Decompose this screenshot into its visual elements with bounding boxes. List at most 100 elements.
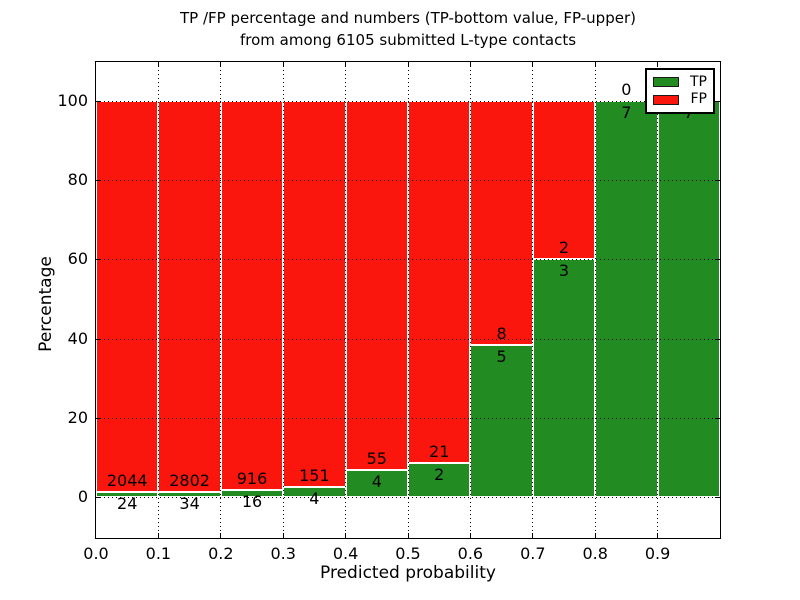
fp-legend-label: FP <box>690 91 708 108</box>
x-tick-mark <box>282 62 284 67</box>
fp-count-label: 2 <box>558 238 570 258</box>
x-tick-mark <box>469 533 471 538</box>
tp-count-label: 7 <box>621 103 632 122</box>
fp-bar-segment <box>158 101 221 493</box>
tp-bar-segment <box>470 344 533 497</box>
grid-line-vertical <box>220 62 222 538</box>
tp-count-label: 5 <box>496 346 507 366</box>
tp-count-label: 4 <box>309 488 320 508</box>
grid-line-vertical <box>469 62 471 538</box>
tp-count-label: 3 <box>558 261 570 281</box>
x-tick-mark <box>594 533 596 538</box>
grid-line-horizontal <box>96 338 720 340</box>
x-tick-mark <box>594 62 596 67</box>
y-tick-mark <box>715 180 720 182</box>
tp-bar-segment <box>657 101 720 497</box>
fp-bar-segment <box>408 101 471 463</box>
x-tick-label: 0.2 <box>208 544 234 563</box>
grid-line-vertical <box>282 62 284 538</box>
y-tick-label: 40 <box>67 328 88 348</box>
y-tick-mark <box>96 338 101 340</box>
y-tick-mark <box>96 101 101 102</box>
x-tick-mark <box>407 62 409 67</box>
tp-legend-swatch <box>653 77 679 88</box>
x-tick-mark <box>407 533 409 538</box>
x-tick-label: 0.4 <box>332 544 359 563</box>
fp-count-label: 2802 <box>169 471 210 491</box>
y-tick-label: 60 <box>67 249 88 269</box>
grid-line-horizontal <box>96 259 720 261</box>
tp-bar-segment <box>220 490 284 497</box>
grid-line-horizontal <box>96 101 720 102</box>
plot-area: 20442428023491616151455421285230707 <box>96 62 720 538</box>
grid-line-vertical <box>407 62 409 538</box>
tp-legend-label: TP <box>690 73 707 90</box>
y-tick-mark <box>715 259 720 261</box>
legend-item-tp: TP <box>653 73 707 90</box>
fp-legend-swatch <box>653 94 679 105</box>
x-tick-mark <box>157 533 159 538</box>
grid-line-vertical <box>532 62 534 538</box>
tp-bar-segment <box>345 470 408 497</box>
tp-bar-segment <box>96 492 159 497</box>
legend-item-fp: FP <box>653 92 707 107</box>
legend: TP FP <box>645 68 715 114</box>
tp-bar-segment <box>595 101 658 497</box>
y-tick-mark <box>715 417 720 419</box>
y-tick-label: 80 <box>67 170 88 190</box>
fp-count-label: 8 <box>496 323 507 343</box>
x-tick-mark <box>345 533 347 538</box>
fp-count-label: 151 <box>299 465 330 485</box>
grid-line-horizontal <box>96 417 720 419</box>
fp-bar-segment <box>96 101 159 493</box>
fp-count-label: 2044 <box>106 471 148 491</box>
y-tick-mark <box>96 497 101 498</box>
x-tick-mark <box>220 62 222 67</box>
fp-count-label: 55 <box>366 449 387 469</box>
x-tick-label: 0.7 <box>520 544 546 563</box>
x-axis-label: Predicted probability <box>320 563 496 583</box>
y-tick-label: 0 <box>77 487 88 506</box>
tp-bar-segment <box>408 462 471 497</box>
x-tick-mark <box>469 62 471 67</box>
tp-count-label: 4 <box>371 472 382 492</box>
fp-bar-segment <box>470 101 533 345</box>
x-tick-label: 0.6 <box>457 544 484 563</box>
x-tick-mark <box>657 62 659 67</box>
grid-line-vertical <box>157 62 159 538</box>
tp-count-label: 34 <box>179 494 200 514</box>
fp-bar-segment <box>345 101 408 471</box>
y-tick-mark <box>96 259 101 261</box>
x-tick-label: 0.9 <box>644 544 671 563</box>
x-tick-mark <box>282 533 284 538</box>
chart-title-line2: from among 6105 submitted L-type contact… <box>239 31 577 49</box>
tp-count-label: 2 <box>434 464 445 484</box>
y-tick-mark <box>96 180 101 182</box>
x-tick-label: 0.5 <box>395 544 421 563</box>
tp-count-label: 24 <box>117 494 138 514</box>
x-tick-mark <box>220 533 222 538</box>
y-tick-mark <box>715 338 720 340</box>
tp-bar-segment <box>283 486 346 497</box>
grid-line-vertical <box>345 62 347 538</box>
fp-bar-segment <box>220 101 284 491</box>
x-tick-label: 0.0 <box>83 544 109 563</box>
fp-bar-segment <box>283 101 346 487</box>
y-tick-mark <box>96 417 101 419</box>
chart-title-line1: TP /FP percentage and numbers (TP-bottom… <box>180 9 636 27</box>
x-tick-label: 0.1 <box>145 544 172 563</box>
chart-title: TP /FP percentage and numbers (TP-bottom… <box>96 7 720 51</box>
grid-line-horizontal <box>96 497 720 498</box>
y-tick-mark <box>715 101 720 102</box>
y-tick-mark <box>715 497 720 498</box>
fp-count-label: 21 <box>429 441 450 461</box>
x-tick-mark <box>345 62 347 67</box>
tp-bar-segment <box>158 492 221 497</box>
grid-line-vertical <box>657 62 659 538</box>
tp-bar-segment <box>532 259 596 497</box>
x-tick-label: 0.8 <box>582 544 608 563</box>
y-tick-label: 100 <box>57 91 88 110</box>
x-tick-mark <box>157 62 159 67</box>
fp-count-label: 0 <box>621 80 632 99</box>
